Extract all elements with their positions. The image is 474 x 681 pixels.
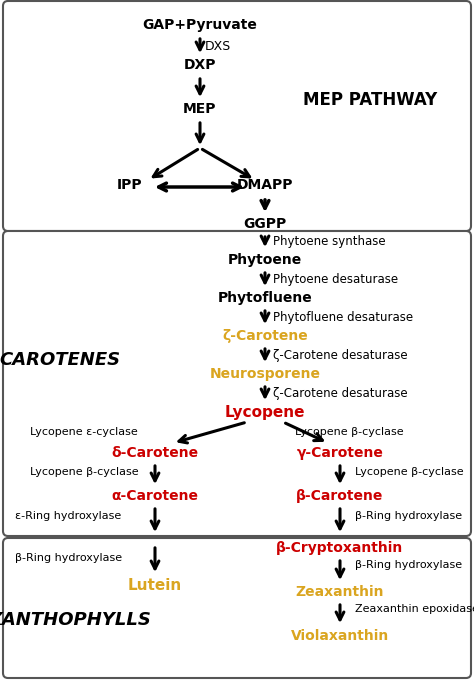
Text: Phytoene desaturase: Phytoene desaturase xyxy=(273,274,398,287)
Text: Phytofluene desaturase: Phytofluene desaturase xyxy=(273,311,413,325)
Text: Phytoene: Phytoene xyxy=(228,253,302,267)
Text: Lycopene β-cyclase: Lycopene β-cyclase xyxy=(295,427,404,437)
Text: Lycopene β-cyclase: Lycopene β-cyclase xyxy=(355,467,464,477)
Text: ζ-Carotene: ζ-Carotene xyxy=(222,329,308,343)
Text: Lutein: Lutein xyxy=(128,577,182,592)
Text: GGPP: GGPP xyxy=(243,217,287,231)
Text: Phytoene synthase: Phytoene synthase xyxy=(273,236,386,249)
Text: DMAPP: DMAPP xyxy=(237,178,293,192)
FancyBboxPatch shape xyxy=(3,1,471,231)
Text: β-Cryptoxanthin: β-Cryptoxanthin xyxy=(276,541,404,555)
Text: CAROTENES: CAROTENES xyxy=(0,351,120,369)
Text: DXS: DXS xyxy=(205,39,231,52)
Text: δ-Carotene: δ-Carotene xyxy=(111,446,199,460)
Text: IPP: IPP xyxy=(117,178,143,192)
Text: β-Ring hydroxylase: β-Ring hydroxylase xyxy=(355,511,462,521)
Text: β-Ring hydroxylase: β-Ring hydroxylase xyxy=(15,553,122,563)
Text: ζ-Carotene desaturase: ζ-Carotene desaturase xyxy=(273,387,408,400)
Text: γ-Carotene: γ-Carotene xyxy=(297,446,383,460)
Text: GAP+Pyruvate: GAP+Pyruvate xyxy=(143,18,257,32)
Text: ε-Ring hydroxylase: ε-Ring hydroxylase xyxy=(15,511,121,521)
Text: β-Ring hydroxylase: β-Ring hydroxylase xyxy=(355,560,462,570)
Text: ζ-Carotene desaturase: ζ-Carotene desaturase xyxy=(273,349,408,362)
Text: MEP PATHWAY: MEP PATHWAY xyxy=(303,91,437,109)
Text: Violaxanthin: Violaxanthin xyxy=(291,629,389,643)
Text: Zeaxanthin: Zeaxanthin xyxy=(296,585,384,599)
Text: DXP: DXP xyxy=(184,58,216,72)
Text: Lycopene ε-cyclase: Lycopene ε-cyclase xyxy=(30,427,138,437)
Text: β-Carotene: β-Carotene xyxy=(296,489,383,503)
Text: Zeaxanthin epoxidase: Zeaxanthin epoxidase xyxy=(355,604,474,614)
FancyBboxPatch shape xyxy=(3,538,471,678)
Text: Neurosporene: Neurosporene xyxy=(210,367,320,381)
Text: Lycopene: Lycopene xyxy=(225,405,305,420)
Text: XANTHOPHYLLS: XANTHOPHYLLS xyxy=(0,611,151,629)
Text: Lycopene β-cyclase: Lycopene β-cyclase xyxy=(30,467,138,477)
Text: MEP: MEP xyxy=(183,102,217,116)
FancyBboxPatch shape xyxy=(3,231,471,536)
Text: Phytofluene: Phytofluene xyxy=(218,291,312,305)
Text: α-Carotene: α-Carotene xyxy=(111,489,199,503)
